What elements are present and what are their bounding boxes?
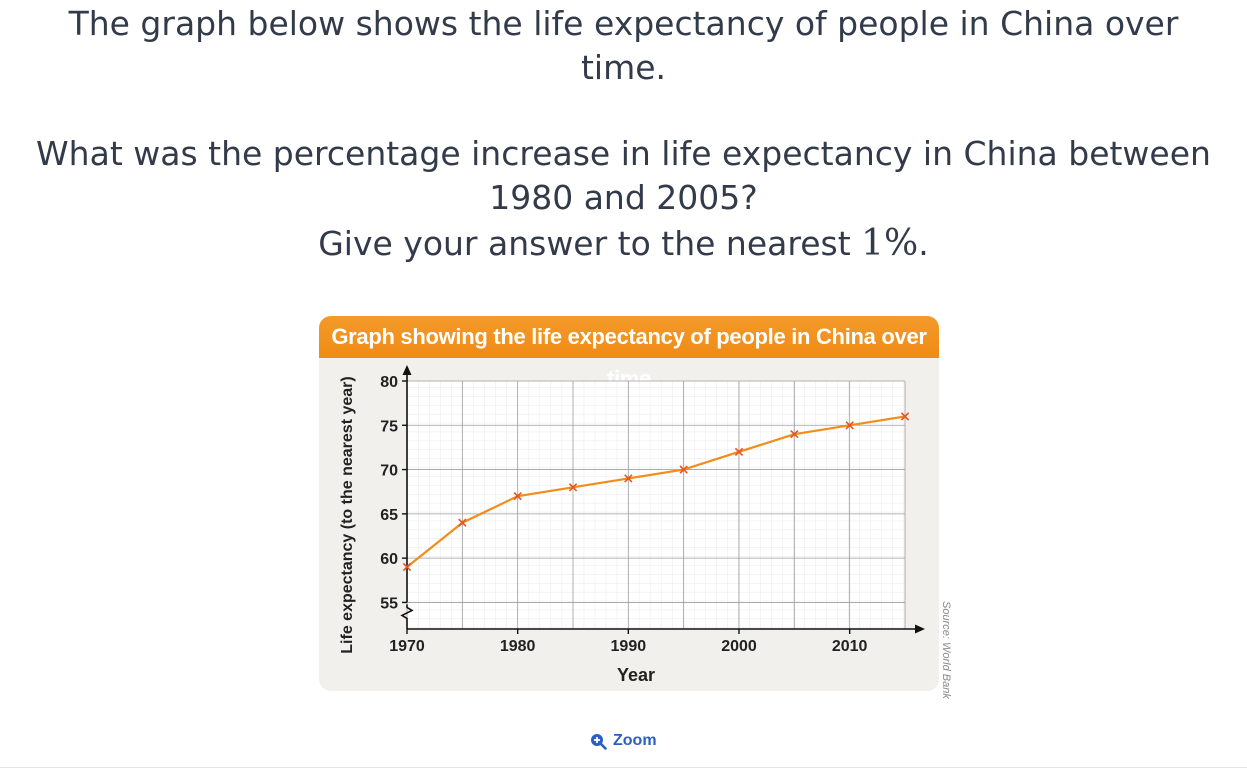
y-tick-label: 75 xyxy=(380,418,398,435)
question-line-1: The graph below shows the life expectanc… xyxy=(0,2,1247,90)
data-point xyxy=(845,421,854,430)
data-point xyxy=(568,483,578,492)
minor-grid xyxy=(407,381,905,629)
question-line-4-suffix: . xyxy=(918,224,929,263)
y-tick-label: 70 xyxy=(380,463,398,480)
data-point xyxy=(458,518,467,527)
x-tick-label: 2000 xyxy=(721,638,757,655)
y-tick-label: 55 xyxy=(380,595,398,612)
question-line-3: 1980 and 2005? xyxy=(489,178,758,217)
data-point xyxy=(402,562,412,572)
x-axis-label: Year xyxy=(617,665,655,685)
data-point xyxy=(513,491,522,501)
data-point xyxy=(624,474,633,483)
line-chart: 55 60 65 70 75 80 1970 1980 1990 2000 2010 Year Life… xyxy=(339,365,925,685)
zoom-in-icon xyxy=(591,733,607,750)
question-line-4: Give your answer to the nearest 1%. xyxy=(0,222,1247,266)
y-axis-label: Life expectancy (to the nearest year) xyxy=(339,376,356,653)
zoom-button[interactable]: Zoom xyxy=(590,730,657,752)
data-point xyxy=(790,429,799,439)
y-tick-label: 60 xyxy=(380,551,398,568)
question-line-4-text: Give your answer to the nearest xyxy=(318,224,862,263)
data-point xyxy=(679,465,688,474)
divider xyxy=(0,767,1247,768)
x-axis-arrow xyxy=(915,624,925,634)
series-line xyxy=(406,415,906,568)
y-tick-label: 65 xyxy=(380,507,398,524)
x-tick-label: 1970 xyxy=(389,638,425,655)
data-point xyxy=(900,412,910,421)
chart-title: Graph showing the life expectancy of peo… xyxy=(319,316,939,391)
math-expression: 1% xyxy=(861,223,919,264)
x-tick-label: 1980 xyxy=(500,638,536,655)
y-tick-label: 80 xyxy=(380,374,398,391)
y-axis-break xyxy=(400,604,414,629)
x-tick-label: 2010 xyxy=(832,638,868,655)
question-line-2: What was the percentage increase in life… xyxy=(36,134,1211,173)
question-line-1b-text: time. xyxy=(580,48,667,87)
x-tick-label: 1990 xyxy=(611,638,647,655)
question-line-1-text: The graph below shows the life expectanc… xyxy=(68,4,1179,43)
data-point xyxy=(734,447,744,457)
zoom-label: Zoom xyxy=(613,732,657,749)
source-note: Source: World Bank xyxy=(940,601,952,699)
y-axis-arrow xyxy=(402,365,412,375)
